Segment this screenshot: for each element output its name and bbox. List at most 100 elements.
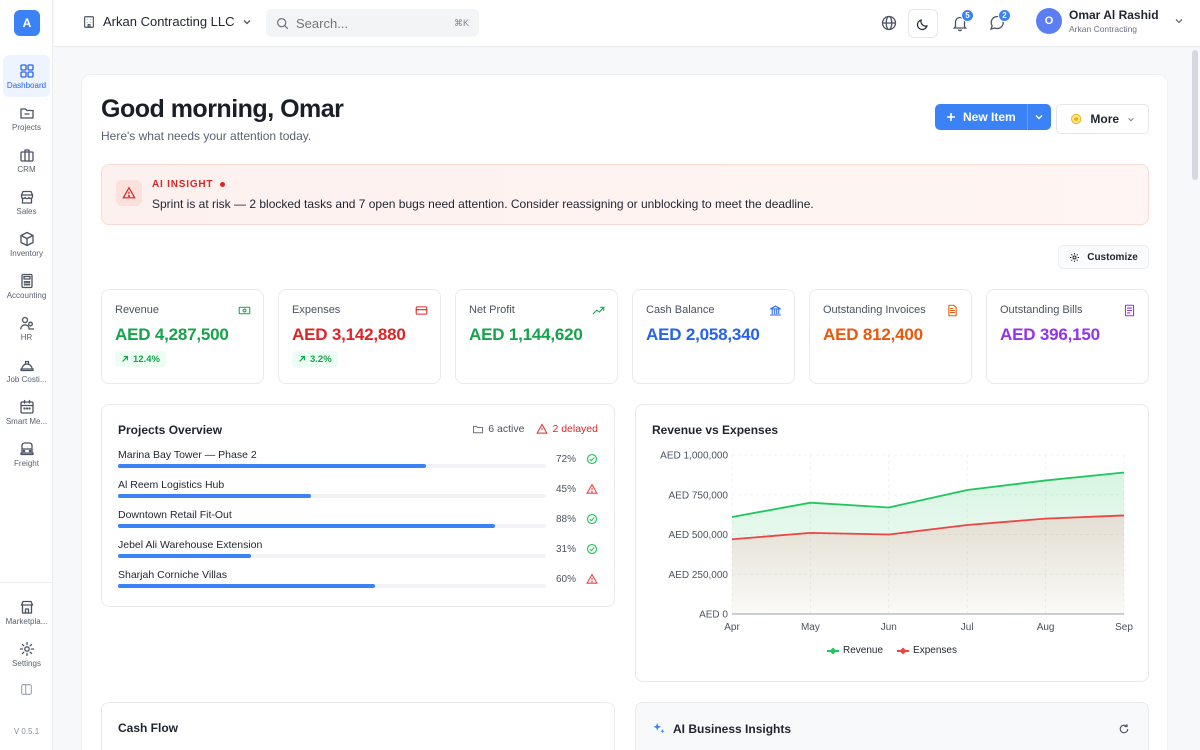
kpi-change-badge: 3.2% xyxy=(292,351,338,367)
search-bar[interactable]: ⌘K xyxy=(266,9,479,37)
chart-title: Revenue vs Expenses xyxy=(652,423,779,437)
calculator-icon xyxy=(20,273,33,288)
warning-icon xyxy=(122,186,136,199)
user-menu[interactable]: O Omar Al Rashid Arkan Contracting xyxy=(1036,8,1184,34)
banknote-icon xyxy=(238,306,251,315)
sidebar-item-dashboard[interactable]: Dashboard xyxy=(3,55,50,97)
sidebar-collapse-icon[interactable] xyxy=(20,683,33,696)
new-item-button[interactable]: New Item xyxy=(935,104,1027,130)
sidebar-item-projects[interactable]: Projects xyxy=(0,97,53,139)
x-tick-label: Jun xyxy=(881,622,897,633)
sidebar-item-accounting[interactable]: Accounting xyxy=(0,265,53,307)
project-percent: 45% xyxy=(556,484,577,495)
kpi-label: Outstanding Bills xyxy=(1000,304,1083,316)
sidebar-item-settings[interactable]: Settings xyxy=(0,633,53,675)
document-icon xyxy=(948,304,957,317)
project-progress-track xyxy=(118,584,546,588)
projects-overview-card: Projects Overview 6 active 2 delayed Mar… xyxy=(101,404,615,607)
sidebar-item-freight[interactable]: Freight xyxy=(0,433,53,475)
topbar: Arkan Contracting LLC ⌘K 5 2 O Omar Al R… xyxy=(54,0,1200,47)
ai-insights-card: AI Business Insights xyxy=(635,702,1149,750)
gear-icon xyxy=(1070,252,1080,262)
legend-swatch xyxy=(827,647,840,654)
kpi-card-expenses[interactable]: Expenses AED 3,142,880 3.2% xyxy=(278,289,441,384)
project-name: Sharjah Corniche Villas xyxy=(118,569,227,581)
legend-swatch xyxy=(897,647,910,654)
search-icon xyxy=(277,17,289,29)
notifications-button[interactable]: 5 xyxy=(951,9,974,32)
project-row[interactable]: Marina Bay Tower — Phase 2 72% xyxy=(118,449,598,473)
hardhat-icon xyxy=(19,360,34,371)
new-item-button-group: New Item xyxy=(935,104,1051,130)
sidebar-item-marketpla[interactable]: Marketpla... xyxy=(0,591,53,633)
bank-icon xyxy=(770,305,781,316)
project-name: Al Reem Logistics Hub xyxy=(118,479,225,491)
sidebar-item-crm[interactable]: CRM xyxy=(0,139,53,181)
app-logo[interactable]: A xyxy=(14,10,40,36)
y-tick-label: AED 750,000 xyxy=(669,490,729,501)
project-progress-fill xyxy=(118,554,251,558)
kpi-icon xyxy=(769,304,782,317)
check-circle-icon xyxy=(586,453,598,465)
box-icon xyxy=(19,231,34,246)
sidebar-item-smart-me[interactable]: Smart Me... xyxy=(0,391,53,433)
chevron-down-icon xyxy=(1035,115,1043,120)
page-scrollbar[interactable] xyxy=(1192,50,1198,180)
kpi-label: Outstanding Invoices xyxy=(823,304,926,316)
new-item-dropdown-button[interactable] xyxy=(1026,104,1051,130)
project-progress-fill xyxy=(118,494,311,498)
theme-toggle-button[interactable] xyxy=(908,9,938,38)
kpi-card-outstanding-bills[interactable]: Outstanding Bills AED 396,150 xyxy=(986,289,1149,384)
notifications-badge: 5 xyxy=(961,9,974,22)
chevron-down-icon xyxy=(1175,19,1183,24)
project-row[interactable]: Downtown Retail Fit-Out 88% xyxy=(118,509,598,533)
kpi-card-cash-balance[interactable]: Cash Balance AED 2,058,340 xyxy=(632,289,795,384)
project-row[interactable]: Al Reem Logistics Hub 45% xyxy=(118,479,598,503)
gear-icon xyxy=(19,641,34,656)
kpi-icon xyxy=(415,304,428,317)
project-row[interactable]: Jebel Ali Warehouse Extension 31% xyxy=(118,539,598,563)
user-org: Arkan Contracting xyxy=(1069,24,1138,34)
sidebar-item-label: Smart Me... xyxy=(5,416,48,426)
sidebar-item-sales[interactable]: Sales xyxy=(0,181,53,223)
kpi-card-outstanding-invoices[interactable]: Outstanding Invoices AED 812,400 xyxy=(809,289,972,384)
store-icon xyxy=(20,190,33,204)
legend-item-expenses[interactable]: Expenses xyxy=(897,645,957,656)
kpi-icon xyxy=(592,304,605,317)
sidebar-item-label: Projects xyxy=(12,122,41,132)
project-row[interactable]: Sharjah Corniche Villas 60% xyxy=(118,569,598,593)
customize-label: Customize xyxy=(1087,251,1138,263)
project-progress-track xyxy=(118,554,546,558)
briefcase-icon xyxy=(19,148,34,162)
sidebar-item-inventory[interactable]: Inventory xyxy=(0,223,53,265)
users-icon xyxy=(19,316,34,330)
project-percent: 88% xyxy=(556,514,577,525)
sidebar: A Dashboard Projects CRM Sales Inventory Acco… xyxy=(0,0,53,750)
project-progress-track xyxy=(118,524,546,528)
search-input[interactable] xyxy=(296,15,436,31)
project-progress-fill xyxy=(118,524,495,528)
page-subtitle: Here's what needs your attention today. xyxy=(101,129,312,143)
receipt-icon xyxy=(1124,304,1135,317)
more-label: More xyxy=(1090,112,1120,126)
new-item-label: New Item xyxy=(963,110,1016,124)
kpi-change-text: 12.4% xyxy=(133,353,160,365)
legend-item-revenue[interactable]: Revenue xyxy=(827,645,883,656)
sidebar-item-hr[interactable]: HR xyxy=(0,307,53,349)
kpi-card-revenue[interactable]: Revenue AED 4,287,500 12.4% xyxy=(101,289,264,384)
sidebar-item-job-costi[interactable]: Job Costi... xyxy=(0,349,53,391)
customize-button[interactable]: Customize xyxy=(1058,245,1149,269)
refresh-icon[interactable] xyxy=(1118,723,1130,735)
cash-flow-card: Cash Flow xyxy=(101,702,615,750)
sidebar-item-label: Settings xyxy=(12,658,41,668)
alert-title: AI INSIGHT xyxy=(152,179,226,190)
project-name: Downtown Retail Fit-Out xyxy=(118,509,232,521)
messages-button[interactable]: 2 xyxy=(988,9,1011,32)
messages-badge: 2 xyxy=(998,9,1011,22)
kpi-card-net-profit[interactable]: Net Profit AED 1,144,620 xyxy=(455,289,618,384)
more-button[interactable]: More xyxy=(1056,104,1149,134)
globe-icon[interactable] xyxy=(880,14,898,32)
company-switcher[interactable]: Arkan Contracting LLC xyxy=(82,14,252,29)
project-progress-track xyxy=(118,464,546,468)
sidebar-bottom-nav: Marketpla... Settings xyxy=(0,582,53,675)
